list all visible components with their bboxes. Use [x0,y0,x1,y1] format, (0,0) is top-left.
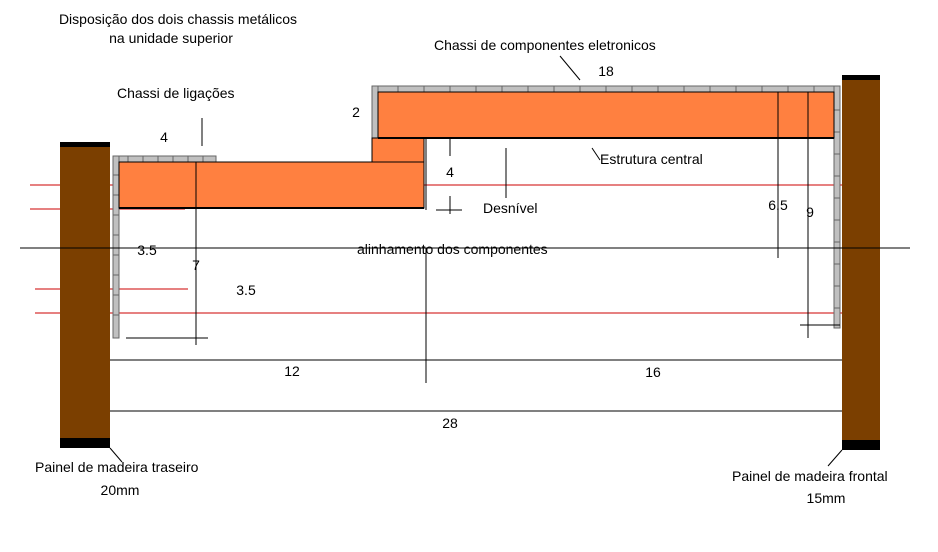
dim-4-top: 4 [160,129,168,145]
dim-3-5-mid: 3.5 [236,282,256,298]
chassi-ligacoes-ticks [113,156,204,316]
rear-wood-panel [60,142,110,448]
label-desnivel: Desnível [483,200,537,216]
upper-orange-block [377,91,835,139]
step-orange-block [371,137,425,163]
chassi-componentes-ticks [397,86,840,309]
leader-chassi-componentes [559,55,581,81]
label-chassi-componentes: Chassi de componentes eletronicos [434,37,656,53]
label-estrutura-central: Estrutura central [600,151,703,167]
label-painel-traseiro: Painel de madeira traseiro [35,459,199,475]
labels: Disposição dos dois chassis metálicos na… [35,11,888,506]
chassi-componentes-left-strip [371,85,379,139]
orange-edges [119,137,834,209]
dim-12: 12 [284,363,300,379]
dim-28: 28 [442,415,458,431]
leader-painel-traseiro [109,447,123,463]
dim-6-5: 6.5 [768,197,788,213]
dim-16: 16 [645,364,661,380]
lower-orange-block [118,161,425,209]
dim-4-step: 4 [446,164,454,180]
label-painel-frontal: Painel de madeira frontal [732,468,888,484]
front-wood-panel [842,75,880,450]
estrutura-laranja [118,91,835,209]
dim-7: 7 [192,257,200,273]
dim-3-5-left: 3.5 [137,242,157,258]
leader-painel-frontal [827,449,843,467]
title-line-1: Disposição dos dois chassis metálicos [59,11,297,27]
label-alinhamento: alinhamento dos componentes [357,241,548,257]
label-painel-frontal-espessura: 15mm [807,490,846,506]
label-painel-traseiro-espessura: 20mm [101,482,140,498]
chassi-componentes-front-strip [833,85,841,329]
dim-18: 18 [598,63,614,79]
dim-9: 9 [806,204,814,220]
title-line-2: na unidade superior [109,30,233,46]
chassi-ligacoes-side-strip [112,155,120,339]
dim-2: 2 [352,104,360,120]
label-chassi-ligacoes: Chassi de ligações [117,85,235,101]
leader-estrutura-central [591,147,601,161]
dimension-lines [20,55,910,467]
